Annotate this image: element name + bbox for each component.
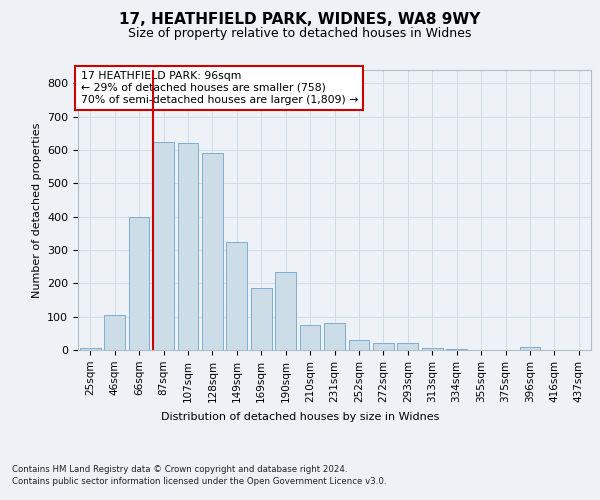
Text: Contains public sector information licensed under the Open Government Licence v3: Contains public sector information licen… xyxy=(12,478,386,486)
Bar xyxy=(397,344,418,350)
Text: 17, HEATHFIELD PARK, WIDNES, WA8 9WY: 17, HEATHFIELD PARK, WIDNES, WA8 9WY xyxy=(119,12,481,28)
Bar xyxy=(202,154,223,350)
Y-axis label: Number of detached properties: Number of detached properties xyxy=(32,122,41,298)
Text: Contains HM Land Registry data © Crown copyright and database right 2024.: Contains HM Land Registry data © Crown c… xyxy=(12,465,347,474)
Bar xyxy=(275,272,296,350)
Bar xyxy=(299,325,320,350)
Bar xyxy=(104,315,125,350)
Bar xyxy=(373,344,394,350)
Bar xyxy=(520,346,541,350)
Bar xyxy=(422,348,443,350)
Bar xyxy=(178,144,199,350)
Bar xyxy=(446,349,467,350)
Bar xyxy=(251,288,272,350)
Bar xyxy=(324,324,345,350)
Bar xyxy=(349,340,370,350)
Bar xyxy=(226,242,247,350)
Text: Size of property relative to detached houses in Widnes: Size of property relative to detached ho… xyxy=(128,28,472,40)
Bar xyxy=(153,142,174,350)
Bar xyxy=(80,348,101,350)
Text: 17 HEATHFIELD PARK: 96sqm
← 29% of detached houses are smaller (758)
70% of semi: 17 HEATHFIELD PARK: 96sqm ← 29% of detac… xyxy=(80,72,358,104)
Bar xyxy=(128,216,149,350)
Text: Distribution of detached houses by size in Widnes: Distribution of detached houses by size … xyxy=(161,412,439,422)
